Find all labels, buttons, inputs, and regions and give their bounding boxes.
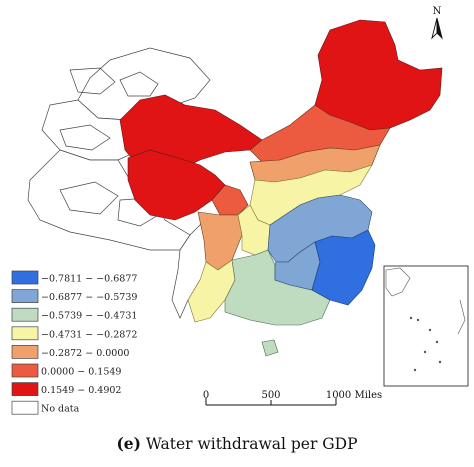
legend-swatch: [11, 363, 39, 378]
caption-panel: (e): [116, 434, 141, 453]
legend-swatch: [11, 400, 39, 415]
north-label: N: [433, 6, 442, 17]
legend-label: −0.2872 − 0.0000: [41, 348, 129, 359]
region-yellow: [187, 164, 373, 323]
legend-swatch: [11, 345, 39, 359]
legend-swatch: [11, 270, 39, 285]
legend: −0.7811 − −0.6877 −0.6877 − −0.5739 −0.573…: [11, 270, 137, 415]
scale-label-1000: 1000 Miles: [326, 390, 382, 401]
region-red-northeast: [314, 19, 443, 131]
region-light-green: [224, 249, 331, 357]
region-bright-blue: [311, 229, 376, 306]
figure-caption: (e) Water withdrawal per GDP: [0, 434, 474, 453]
region-medium-blue: [267, 194, 373, 291]
legend-swatch: [11, 382, 39, 396]
legend-label: 0.1549 − 0.4902: [41, 385, 121, 396]
caption-title: Water withdrawal per GDP: [145, 435, 358, 453]
legend-swatch: [11, 326, 39, 341]
legend-label: 0.0000 − 0.1549: [41, 367, 121, 378]
scale-bar: 0 500 1000 Miles: [203, 390, 382, 406]
legend-label: −0.5739 − −0.4731: [41, 311, 137, 322]
region-orange-red: [211, 104, 391, 216]
legend-swatch: [11, 307, 39, 322]
north-arrow: N: [431, 6, 443, 40]
inset-map: [383, 265, 469, 387]
legend-label: −0.7811 − −0.6877: [41, 274, 137, 285]
scale-label-500: 500: [261, 390, 280, 401]
legend-label: No data: [41, 404, 80, 415]
region-red-northwest: [119, 94, 263, 221]
legend-swatch: [11, 289, 39, 303]
scale-label-0: 0: [203, 390, 209, 401]
legend-label: −0.6877 − −0.5739: [41, 292, 137, 303]
legend-label: −0.4731 − −0.2872: [41, 329, 137, 340]
no-data-regions: [27, 47, 277, 319]
